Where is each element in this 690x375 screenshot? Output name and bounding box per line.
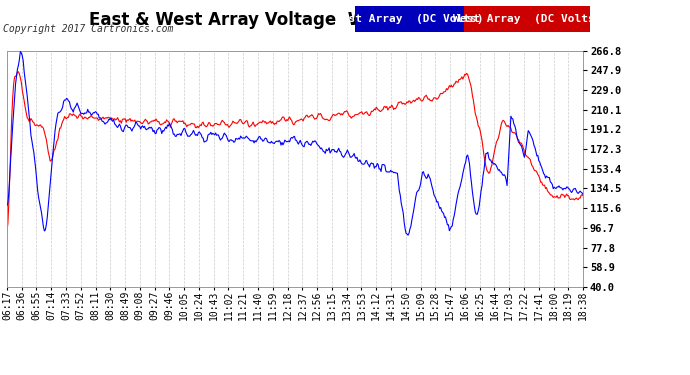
Text: West Array  (DC Volts): West Array (DC Volts) — [453, 14, 601, 24]
Text: East & West Array Voltage  Wed Aug 30 18:53: East & West Array Voltage Wed Aug 30 18:… — [89, 11, 518, 29]
Text: East Array  (DC Volts): East Array (DC Volts) — [335, 14, 484, 24]
Text: Copyright 2017 Cartronics.com: Copyright 2017 Cartronics.com — [3, 24, 174, 34]
